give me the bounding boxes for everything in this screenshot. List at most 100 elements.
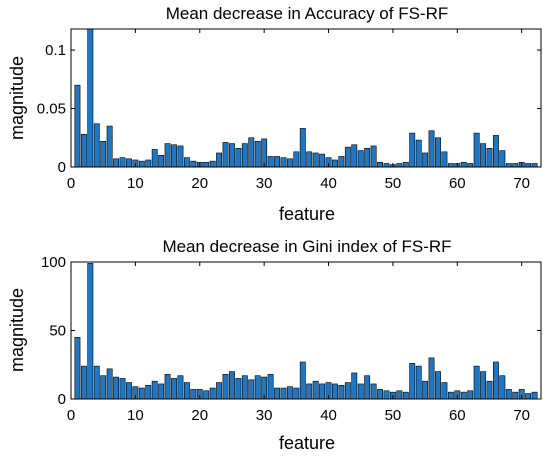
- gini-bar-68: [505, 389, 512, 400]
- accuracy-bar-14: [158, 155, 165, 168]
- accuracy-bar-2: [80, 133, 87, 168]
- accuracy-y-label: magnitude: [7, 56, 27, 140]
- gini-y-tick-label: 50: [49, 323, 66, 340]
- gini-y-ticks: 0 50 100: [41, 254, 541, 408]
- gini-bar-4: [93, 365, 100, 400]
- accuracy-bar-41: [332, 159, 338, 168]
- accuracy-bar-45: [357, 150, 364, 168]
- accuracy-y-tick-label: 0.1: [45, 42, 66, 59]
- accuracy-bar-42: [338, 156, 345, 168]
- gini-bar-54: [415, 365, 422, 400]
- accuracy-bar-62: [467, 163, 474, 168]
- accuracy-bar-47: [370, 145, 377, 168]
- gini-bar-41: [332, 383, 338, 400]
- gini-bar-35: [293, 387, 300, 400]
- gini-bar-21: [203, 390, 210, 400]
- accuracy-bar-7: [113, 158, 120, 168]
- gini-bar-25: [229, 371, 235, 400]
- accuracy-bar-19: [190, 160, 197, 168]
- gini-bar-42: [338, 384, 345, 400]
- gini-x-tick-label: 30: [256, 407, 273, 424]
- gini-y-label: magnitude: [7, 288, 27, 372]
- accuracy-bar-31: [267, 156, 274, 168]
- gini-x-tick-label: 60: [449, 407, 466, 424]
- accuracy-bar-43: [344, 146, 351, 168]
- accuracy-bar-35: [293, 151, 300, 168]
- gini-bar-59: [447, 391, 454, 400]
- accuracy-plot-frame: [70, 28, 542, 168]
- accuracy-chart: Mean decrease in Accuracy of FS-RF 0 10 20…: [7, 4, 542, 224]
- accuracy-bar-46: [364, 147, 371, 168]
- accuracy-bar-18: [183, 157, 190, 168]
- gini-bar-7: [113, 376, 120, 400]
- gini-bar-46: [364, 375, 371, 400]
- accuracy-bar-51: [396, 163, 403, 168]
- accuracy-bar-54: [415, 139, 422, 168]
- accuracy-bar-67: [499, 150, 506, 168]
- gini-bar-69: [512, 391, 519, 400]
- accuracy-bar-4: [93, 123, 100, 168]
- gini-bar-66: [492, 361, 499, 400]
- accuracy-bar-66: [492, 135, 499, 168]
- gini-y-tick-label: 0: [58, 391, 66, 408]
- accuracy-bar-38: [312, 152, 319, 168]
- gini-bar-55: [422, 380, 429, 400]
- accuracy-bar-64: [480, 143, 487, 168]
- gini-bar-12: [145, 384, 152, 400]
- accuracy-y-ticks: 0 0.05 0.1: [37, 42, 541, 176]
- accuracy-bar-26: [235, 147, 242, 168]
- gini-x-tick-label: 0: [67, 407, 75, 424]
- accuracy-bar-71: [525, 163, 532, 168]
- accuracy-bar-6: [106, 125, 113, 168]
- accuracy-bar-61: [460, 162, 467, 168]
- accuracy-bar-23: [216, 152, 223, 168]
- gini-bar-16: [171, 378, 177, 400]
- gini-bar-58: [441, 382, 448, 400]
- accuracy-bar-28: [248, 137, 255, 168]
- accuracy-bar-13: [151, 149, 158, 168]
- accuracy-x-tick-label: 0: [67, 175, 75, 192]
- accuracy-bar-5: [100, 140, 107, 168]
- accuracy-y-tick-label: 0: [58, 159, 66, 176]
- accuracy-bar-15: [164, 143, 171, 168]
- accuracy-bar-44: [351, 144, 358, 168]
- gini-bar-32: [274, 387, 280, 400]
- accuracy-bar-27: [241, 143, 248, 168]
- accuracy-bar-8: [119, 157, 126, 168]
- gini-bar-56: [428, 357, 435, 400]
- gini-bar-18: [183, 382, 190, 400]
- accuracy-y-tick-label: 0.05: [37, 101, 66, 118]
- gini-bar-11: [138, 387, 145, 400]
- accuracy-bar-37: [306, 151, 313, 168]
- accuracy-bar-21: [203, 162, 210, 168]
- gini-bar-23: [216, 382, 223, 400]
- gini-bar-27: [241, 375, 248, 400]
- gini-bar-26: [235, 378, 242, 400]
- accuracy-x-tick-label: 70: [513, 175, 530, 192]
- gini-bar-67: [499, 375, 506, 400]
- accuracy-bar-49: [383, 163, 390, 168]
- gini-bar-31: [267, 374, 274, 400]
- gini-x-tick-label: 20: [191, 407, 208, 424]
- accuracy-bar-32: [274, 156, 280, 168]
- gini-x-tick-label: 40: [320, 407, 337, 424]
- gini-bar-28: [248, 379, 255, 400]
- accuracy-bar-12: [145, 159, 152, 168]
- accuracy-bar-16: [171, 144, 177, 168]
- gini-bar-44: [351, 372, 358, 400]
- accuracy-bar-56: [428, 130, 435, 168]
- accuracy-bar-34: [286, 158, 293, 168]
- accuracy-bar-63: [473, 132, 480, 168]
- gini-bar-13: [151, 380, 158, 400]
- gini-bar-53: [409, 363, 416, 400]
- gini-bar-33: [280, 387, 287, 400]
- accuracy-bar-55: [422, 152, 429, 168]
- accuracy-bar-24: [222, 142, 229, 168]
- accuracy-x-tick-label: 60: [449, 175, 466, 192]
- accuracy-x-tick-label: 20: [191, 175, 208, 192]
- accuracy-bar-3: [87, 28, 94, 168]
- accuracy-x-tick-label: 10: [127, 175, 144, 192]
- gini-bar-34: [286, 386, 293, 400]
- gini-bar-57: [435, 371, 441, 400]
- gini-bar-64: [480, 371, 487, 400]
